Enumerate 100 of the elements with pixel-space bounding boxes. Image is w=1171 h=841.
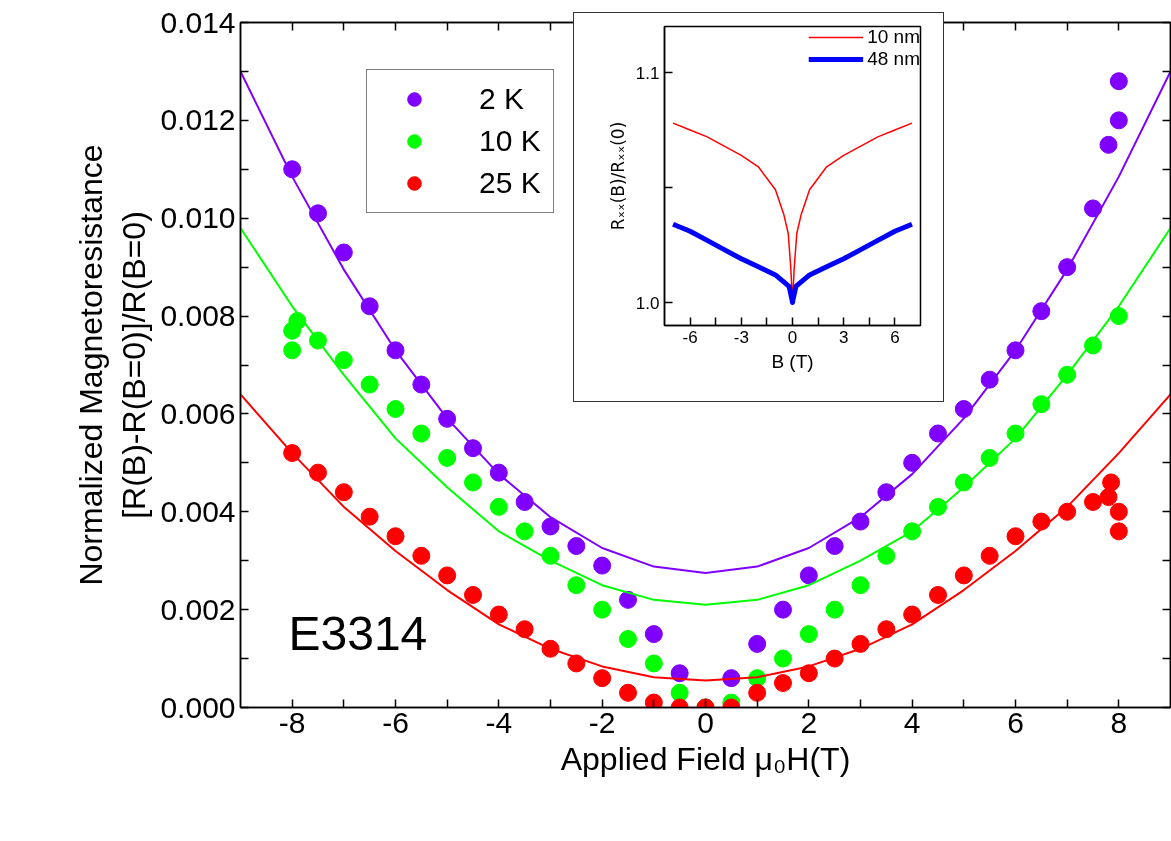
point (464, 473, 482, 492)
point (825, 537, 844, 556)
point (1102, 473, 1121, 492)
point (334, 483, 353, 502)
point (309, 204, 327, 223)
y-axis-title: Rₓₓ(B)/Rₓₓ(0) (607, 121, 628, 231)
point (619, 630, 637, 648)
point (386, 527, 405, 546)
legend-label: 48 nm (867, 48, 920, 70)
point (567, 537, 586, 556)
point (670, 683, 689, 702)
legend-label: 25 K (479, 166, 541, 200)
y-tick-label: 0.000 (160, 690, 236, 724)
point (774, 649, 792, 668)
point (541, 517, 560, 536)
point (1109, 502, 1128, 521)
point (334, 243, 353, 262)
legend-label: 2 K (479, 82, 525, 116)
point (464, 585, 482, 604)
point (619, 590, 637, 609)
point (929, 585, 947, 604)
point (489, 605, 508, 624)
y-tick-label: 0.012 (160, 103, 236, 137)
point (1099, 135, 1118, 154)
point (360, 375, 379, 394)
point (515, 620, 534, 639)
point (438, 448, 457, 467)
x-tick-label: -4 (485, 705, 513, 739)
legend-label: 10 nm (867, 26, 920, 48)
point (877, 620, 896, 639)
point (593, 669, 612, 688)
x-tick-label: 8 (1110, 705, 1128, 739)
point (412, 424, 431, 443)
point (489, 497, 508, 516)
y-tick-label: 0.014 (160, 5, 236, 39)
point (954, 400, 973, 419)
point (774, 674, 792, 693)
point (799, 566, 818, 585)
x-tick-label: 3 (838, 327, 849, 347)
y-tick-label: 0.002 (160, 592, 236, 626)
point (980, 546, 999, 565)
y-tick-label: 1.1 (635, 63, 660, 83)
point (877, 546, 896, 565)
x-tick-label: -6 (382, 705, 409, 739)
point (515, 493, 534, 511)
point (748, 683, 767, 702)
x-tick-label: -6 (682, 327, 698, 347)
point (644, 654, 663, 673)
y-tick-label: 1.0 (635, 293, 660, 313)
point (288, 311, 307, 330)
x-tick-label: -3 (733, 327, 749, 347)
point (799, 625, 818, 644)
x-tick-label: 6 (890, 327, 900, 347)
point (567, 576, 586, 595)
point (334, 351, 353, 370)
y-tick-label: 0.006 (160, 396, 236, 430)
x-axis-title: Applied Field μ₀H(T) (560, 740, 851, 777)
point (360, 507, 379, 526)
point (412, 546, 431, 565)
x-axis-title: B (T) (771, 350, 814, 372)
point (1109, 72, 1128, 91)
x-tick-label: 6 (1007, 705, 1024, 739)
point (748, 634, 767, 653)
x-tick-label: -2 (588, 705, 616, 739)
point (799, 664, 818, 683)
point (593, 600, 612, 619)
point (774, 600, 792, 619)
point (980, 448, 999, 467)
x-tick-label: 4 (903, 705, 921, 739)
point (954, 566, 973, 585)
point (619, 683, 637, 702)
y-axis-title: Normalized Magnetoresistance [R(B)-R(B=0)]/R(B=0) (73, 144, 153, 586)
point (386, 400, 405, 419)
x-tick-label: 0 (787, 327, 798, 347)
point (1099, 488, 1118, 507)
point (903, 605, 922, 624)
y-tick-label: 0.008 (160, 299, 236, 333)
point (1006, 527, 1025, 546)
point (903, 453, 922, 472)
point (1109, 111, 1128, 130)
x-tick-label: 0 (697, 705, 714, 739)
point (825, 600, 844, 619)
y-tick-label: 0.004 (160, 494, 236, 528)
point (1109, 522, 1128, 541)
point (644, 625, 663, 644)
x-tick-label: -8 (278, 705, 306, 739)
point (851, 576, 870, 595)
point (929, 424, 947, 443)
point (438, 566, 457, 585)
annotation: E3314 (288, 606, 428, 660)
point (283, 341, 302, 360)
point (515, 522, 534, 541)
point (1084, 199, 1102, 218)
y-tick-label: 0.010 (160, 201, 236, 235)
x-tick-label: 2 (800, 705, 818, 739)
legend-label: 10 K (479, 124, 541, 158)
point (1084, 493, 1102, 511)
line-series (240, 227, 1171, 606)
point (593, 556, 612, 575)
point (1109, 307, 1128, 326)
